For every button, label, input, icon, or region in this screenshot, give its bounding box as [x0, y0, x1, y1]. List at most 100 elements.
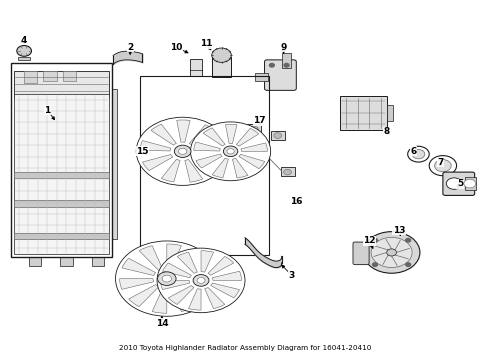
Circle shape	[197, 278, 205, 283]
FancyBboxPatch shape	[353, 242, 369, 265]
Wedge shape	[167, 244, 181, 269]
Wedge shape	[194, 142, 220, 151]
Bar	[247, 125, 261, 134]
Bar	[14, 172, 109, 178]
Bar	[465, 177, 476, 190]
Wedge shape	[120, 279, 154, 289]
Wedge shape	[152, 288, 167, 313]
FancyBboxPatch shape	[265, 60, 296, 90]
Circle shape	[250, 126, 258, 132]
Text: 3: 3	[288, 270, 294, 279]
Bar	[212, 57, 231, 77]
Bar	[92, 257, 104, 266]
Bar	[43, 71, 57, 81]
Bar	[14, 201, 109, 207]
Bar	[281, 167, 295, 176]
Circle shape	[157, 248, 245, 313]
Circle shape	[178, 148, 187, 154]
Bar	[24, 71, 37, 83]
Bar	[190, 59, 202, 76]
Text: 17: 17	[253, 116, 266, 125]
Wedge shape	[140, 141, 171, 151]
Wedge shape	[177, 120, 190, 142]
Text: 10: 10	[171, 43, 183, 52]
Wedge shape	[239, 154, 265, 169]
Wedge shape	[143, 154, 173, 171]
Circle shape	[270, 63, 274, 67]
Wedge shape	[192, 155, 222, 171]
Circle shape	[412, 149, 425, 159]
Wedge shape	[189, 125, 216, 145]
Wedge shape	[201, 251, 214, 272]
Circle shape	[371, 237, 412, 267]
Wedge shape	[232, 158, 248, 178]
Circle shape	[116, 241, 218, 316]
Bar	[11, 63, 112, 257]
Wedge shape	[171, 287, 195, 311]
Wedge shape	[129, 285, 159, 307]
Text: 4: 4	[21, 36, 27, 45]
Wedge shape	[161, 280, 190, 289]
Bar	[255, 73, 269, 81]
Circle shape	[429, 156, 457, 176]
Wedge shape	[178, 282, 212, 299]
Text: 16: 16	[290, 197, 302, 206]
Circle shape	[223, 146, 238, 157]
Wedge shape	[151, 124, 176, 145]
Circle shape	[158, 272, 176, 285]
Text: 1: 1	[44, 105, 50, 114]
Text: 11: 11	[199, 39, 212, 48]
Circle shape	[174, 145, 191, 157]
Wedge shape	[236, 129, 259, 146]
Bar	[340, 96, 387, 130]
Circle shape	[227, 149, 234, 154]
Wedge shape	[161, 159, 180, 182]
Circle shape	[284, 169, 292, 175]
Text: 6: 6	[411, 147, 416, 156]
Circle shape	[162, 275, 171, 282]
Bar	[282, 53, 292, 68]
Circle shape	[363, 231, 420, 273]
Wedge shape	[180, 268, 214, 279]
FancyBboxPatch shape	[443, 172, 475, 195]
Bar	[140, 76, 270, 255]
Wedge shape	[211, 283, 240, 298]
Text: 5: 5	[457, 179, 463, 188]
Circle shape	[406, 238, 411, 242]
Bar	[14, 233, 109, 239]
Wedge shape	[175, 251, 205, 273]
Circle shape	[212, 48, 231, 62]
Bar	[28, 257, 41, 266]
Circle shape	[191, 122, 270, 181]
Text: 2010 Toyota Highlander Radiator Assembly Diagram for 16041-20410: 2010 Toyota Highlander Radiator Assembly…	[119, 345, 371, 351]
Circle shape	[406, 263, 411, 266]
Circle shape	[284, 63, 289, 67]
Circle shape	[372, 263, 377, 266]
Wedge shape	[241, 143, 268, 151]
Bar	[112, 89, 118, 239]
Wedge shape	[208, 256, 234, 275]
Wedge shape	[195, 141, 225, 151]
Bar	[271, 131, 285, 140]
Bar	[14, 71, 109, 98]
Bar	[14, 94, 109, 253]
Wedge shape	[163, 263, 192, 278]
Text: 9: 9	[281, 43, 287, 52]
Circle shape	[372, 238, 377, 242]
Wedge shape	[225, 124, 237, 144]
Circle shape	[435, 159, 451, 172]
Text: 2: 2	[127, 43, 133, 52]
Wedge shape	[168, 285, 194, 305]
Wedge shape	[177, 252, 197, 273]
Text: 14: 14	[156, 319, 168, 328]
Circle shape	[408, 146, 429, 162]
Circle shape	[274, 133, 282, 138]
Text: 12: 12	[364, 237, 376, 246]
Wedge shape	[122, 258, 156, 275]
Text: 7: 7	[437, 158, 443, 167]
Circle shape	[136, 117, 229, 185]
Wedge shape	[212, 158, 228, 178]
Circle shape	[17, 45, 31, 56]
Wedge shape	[203, 128, 225, 146]
Circle shape	[387, 249, 396, 256]
